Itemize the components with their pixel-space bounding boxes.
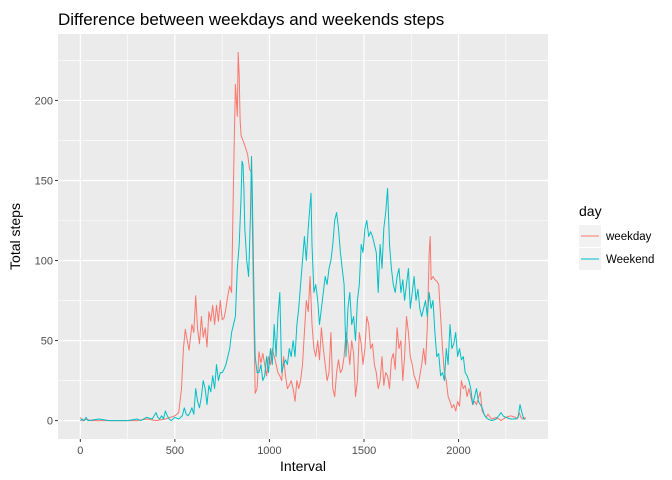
y-axis-label: Total steps xyxy=(7,203,23,270)
x-axis-label: Interval xyxy=(280,458,326,474)
y-tick-label: 50 xyxy=(41,336,53,348)
minor-gridlines xyxy=(58,34,548,439)
series-layer xyxy=(79,51,526,422)
x-tick-label: 500 xyxy=(166,445,184,457)
legend-keys: weekday Weekend xyxy=(579,225,654,270)
y-tick-label: 150 xyxy=(35,175,53,187)
x-tick-label: 2000 xyxy=(446,445,470,457)
chart-title: Difference between weekdays and weekends… xyxy=(58,10,444,29)
x-tick-label: 1500 xyxy=(352,445,376,457)
legend: day weekday Weekend xyxy=(579,203,654,270)
legend-label: Weekend xyxy=(606,254,654,266)
x-tick-label: 1000 xyxy=(257,445,281,457)
series-line-weekend xyxy=(79,156,526,422)
y-tick-label: 0 xyxy=(47,416,53,428)
x-axis: 0 500 1000 1500 2000 xyxy=(77,439,471,457)
y-axis: 0 50 100 150 200 xyxy=(35,95,58,428)
series-line-weekday xyxy=(79,51,526,422)
plot-panel xyxy=(58,34,548,439)
y-tick-label: 100 xyxy=(35,256,53,268)
legend-title: day xyxy=(579,203,602,219)
x-tick-label: 0 xyxy=(77,445,83,457)
y-tick-label: 200 xyxy=(35,95,53,107)
legend-label: weekday xyxy=(605,231,652,243)
